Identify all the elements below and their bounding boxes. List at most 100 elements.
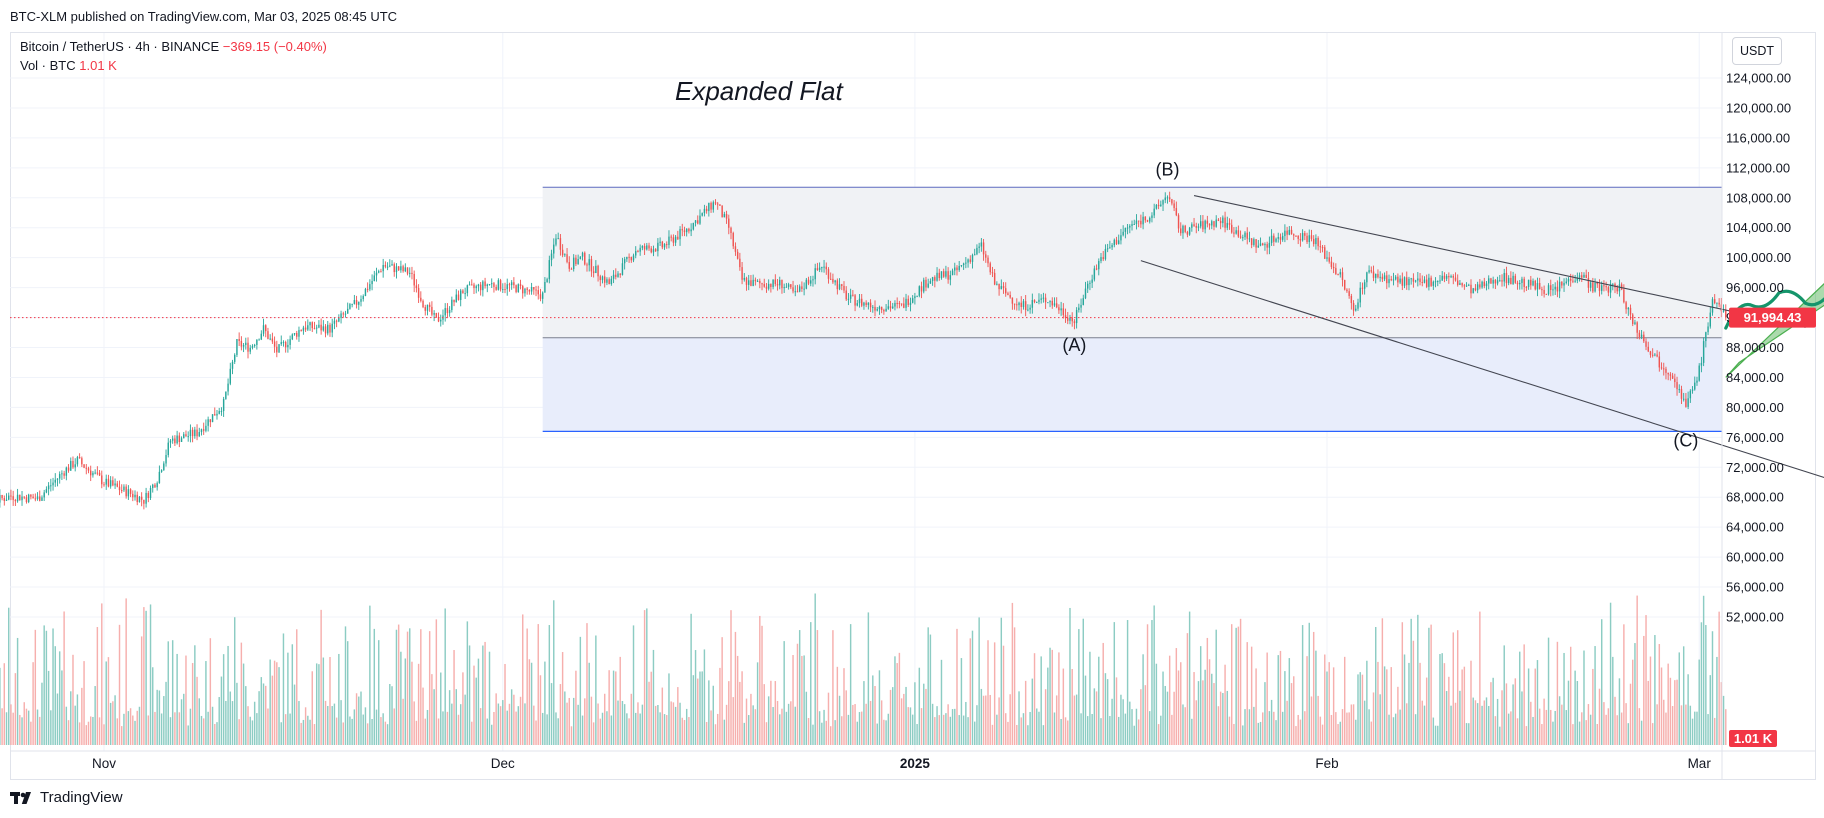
volume-bar xyxy=(1645,615,1647,745)
candle-body xyxy=(674,236,677,243)
volume-bar xyxy=(1155,663,1158,745)
volume-bar xyxy=(1248,709,1251,745)
volume-bar xyxy=(191,663,194,745)
candle-body xyxy=(628,256,630,258)
candle-body xyxy=(54,479,56,483)
candle-body xyxy=(1248,238,1251,240)
volume-bar xyxy=(1605,714,1607,745)
candle-body xyxy=(98,472,101,476)
candle-body xyxy=(1,494,3,499)
candle-body xyxy=(362,296,364,300)
candle-body xyxy=(1058,307,1060,311)
candle-body xyxy=(743,277,746,280)
candle-body xyxy=(1348,291,1350,296)
volume-bar xyxy=(683,720,686,745)
candle-body xyxy=(27,494,30,503)
candle-body xyxy=(965,262,967,264)
candle-body xyxy=(207,419,209,426)
candle-body xyxy=(1060,308,1062,311)
candle-body xyxy=(581,252,584,257)
candle-body xyxy=(273,341,276,347)
candle-body xyxy=(1576,277,1579,281)
candle-body xyxy=(553,244,555,254)
candle-body xyxy=(1239,236,1242,238)
volume-bar xyxy=(923,683,925,745)
volume-bar xyxy=(546,714,548,745)
candle-body xyxy=(1463,285,1466,287)
candle-body xyxy=(517,284,520,293)
volume-bar xyxy=(491,724,493,745)
candle-body xyxy=(1636,322,1638,333)
volume-bar xyxy=(1632,659,1634,745)
volume-bar xyxy=(710,710,712,745)
volume-legend[interactable]: Vol · BTC 1.01 K xyxy=(20,58,117,73)
candle-body xyxy=(1725,310,1727,318)
volume-bar xyxy=(32,662,34,745)
candle-body xyxy=(437,317,440,322)
volume-bar xyxy=(1064,717,1067,745)
candle-body xyxy=(522,286,524,294)
candle-body xyxy=(331,323,333,333)
volume-bar xyxy=(1476,703,1479,745)
candle-body xyxy=(1461,283,1463,286)
volume-bar xyxy=(657,704,659,745)
volume-bar xyxy=(1598,688,1601,745)
volume-bar xyxy=(380,717,382,745)
candle-body xyxy=(1545,293,1548,295)
volume-bar xyxy=(1118,716,1120,745)
tradingview-brand[interactable]: TradingView xyxy=(10,789,123,806)
volume-bars xyxy=(0,593,1727,745)
volume-bar xyxy=(50,710,52,745)
volume-bar xyxy=(993,642,996,745)
axes: 124,000.00120,000.00116,000.00112,000.00… xyxy=(10,33,1816,779)
candle-body xyxy=(1432,281,1435,286)
volume-bar xyxy=(1428,627,1430,745)
symbol-legend[interactable]: Bitcoin / TetherUS · 4h · BINANCE −369.1… xyxy=(20,39,327,54)
volume-bar xyxy=(202,718,205,745)
candle-body xyxy=(1102,257,1104,260)
candle-body xyxy=(1273,235,1275,242)
volume-bar xyxy=(1654,635,1656,745)
volume-bar xyxy=(810,622,812,745)
volume-bar xyxy=(1129,701,1131,745)
chart-frame[interactable] xyxy=(10,32,1816,780)
volume-bar xyxy=(1180,662,1182,745)
candle-body xyxy=(588,259,590,266)
candle-body xyxy=(1222,217,1224,224)
volume-bar xyxy=(1033,653,1036,745)
volume-bar xyxy=(240,642,243,745)
candle-body xyxy=(1532,280,1534,286)
candle-body xyxy=(1645,341,1647,347)
volume-bar xyxy=(1357,674,1359,745)
candle-body xyxy=(134,494,136,498)
candle-body xyxy=(1202,221,1204,230)
candle-body xyxy=(271,338,274,342)
candle-body xyxy=(1346,289,1348,292)
volume-bar xyxy=(14,673,17,745)
candle-body xyxy=(1206,220,1209,224)
volume-bar xyxy=(404,658,407,745)
candle-body xyxy=(342,313,345,315)
currency-selector[interactable]: USDT xyxy=(1732,37,1782,65)
volume-bar xyxy=(364,707,367,745)
volume-bar xyxy=(1259,721,1262,745)
volume-bar xyxy=(743,722,746,745)
candle-body xyxy=(672,237,675,243)
candle-body xyxy=(238,339,240,341)
volume-bar xyxy=(865,703,867,745)
volume-bar xyxy=(1235,627,1237,745)
volume-bar xyxy=(584,698,586,745)
candle-body xyxy=(1324,247,1326,259)
candle-body xyxy=(1538,283,1541,290)
volume-bar xyxy=(448,690,451,745)
volume-bar xyxy=(940,659,943,745)
volume-bar xyxy=(52,628,54,745)
volume-bar xyxy=(1678,652,1680,745)
candle-body xyxy=(1160,204,1162,207)
volume-bar xyxy=(1270,699,1273,745)
volume-bar xyxy=(329,657,331,745)
candle-body xyxy=(1383,275,1386,280)
candle-body xyxy=(1430,277,1432,286)
candle-body xyxy=(559,238,562,250)
